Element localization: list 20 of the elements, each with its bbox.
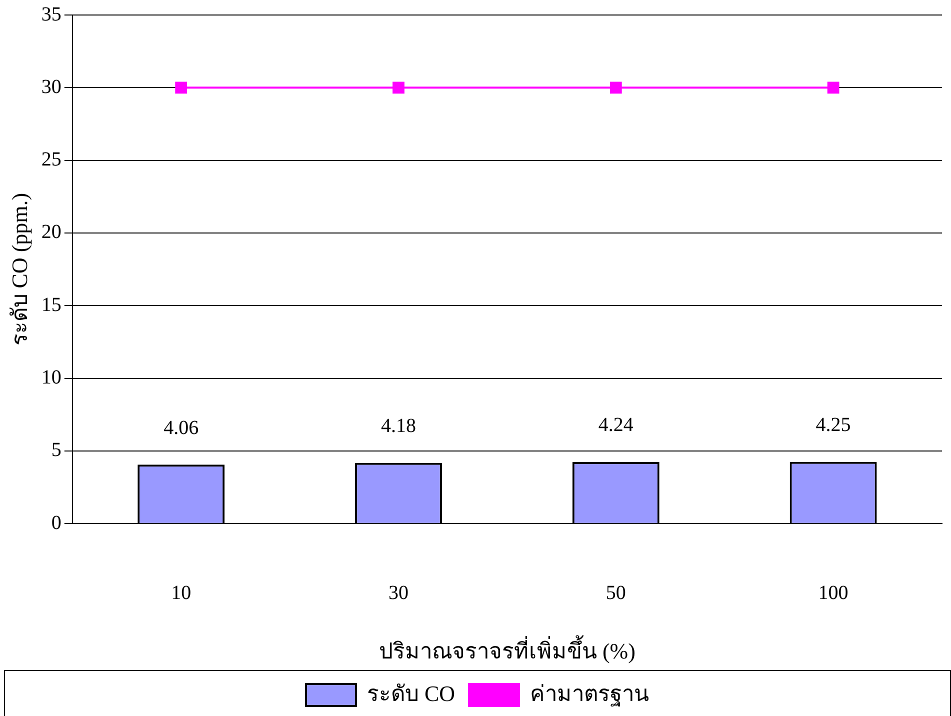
x-axis-title: ปริมาณจราจรที่เพิ่มขึ้น (%) — [378, 636, 636, 664]
x-tick-label: 50 — [606, 582, 626, 604]
legend-label: ค่ามาตรฐาน — [530, 680, 650, 707]
data-label: 4.24 — [598, 414, 634, 436]
y-tick-label: 25 — [41, 148, 62, 171]
x-tick-label: 10 — [171, 582, 192, 604]
data-label: 4.06 — [164, 416, 199, 439]
x-tick-label: 30 — [388, 582, 408, 604]
y-tick-label: 30 — [41, 76, 62, 98]
y-tick-label: 10 — [41, 366, 62, 389]
y-tick-label: 15 — [41, 294, 62, 316]
legend-label: ระดับ CO — [366, 680, 456, 706]
data-label: 4.25 — [816, 414, 851, 436]
y-tick-label: 5 — [51, 439, 62, 462]
y-axis-title: ระดับ CO (ppm.) — [6, 192, 32, 346]
y-tick-label: 35 — [41, 3, 62, 26]
x-tick-label: 100 — [818, 582, 848, 604]
y-tick-label: 0 — [51, 512, 62, 534]
data-label: 4.18 — [381, 415, 416, 438]
y-tick-label: 20 — [41, 221, 62, 244]
